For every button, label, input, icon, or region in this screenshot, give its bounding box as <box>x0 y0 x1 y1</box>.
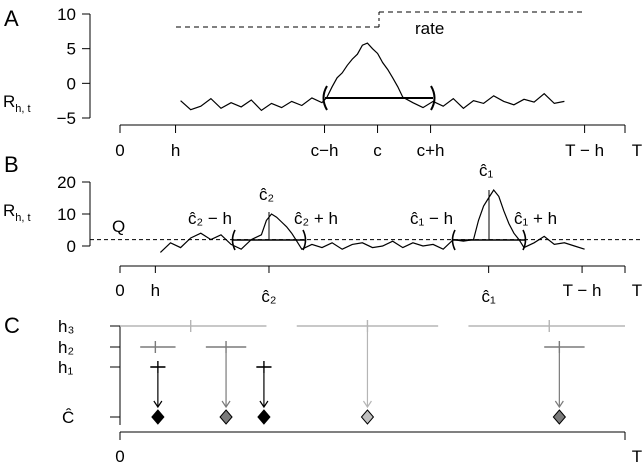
panel-a: Rh, t 10 5 0 −5 0 h c−h c c+h T − h T rate <box>3 5 642 160</box>
panel-b-xtick-label: h <box>151 281 160 300</box>
panel-b: Rh, t 20 10 0 0 h ĉ₂ ĉ₁ T − h T Q ĉ₂ ĉ₂ − h ĉ₂ … <box>3 161 642 306</box>
panel-a-ylabel-sub: h, t <box>15 103 30 115</box>
estimate-diamond <box>257 409 271 425</box>
estimate-arrow-head <box>362 400 372 409</box>
threshold-q-label: Q <box>112 217 125 236</box>
panel-c-xtick-label: 0 <box>115 447 124 466</box>
panel-a-x-ticks: 0 h c−h c c+h T − h T <box>115 125 642 160</box>
panel-a-xtick-label: T − h <box>565 141 604 160</box>
peak-c1-window: ĉ₁ ĉ₁ − h ĉ₁ + h <box>410 161 557 251</box>
panel-b-xtick-label: T − h <box>563 281 602 300</box>
row-h1-label: h₁ <box>58 358 73 377</box>
peak-c1-hat-label: ĉ₁ <box>479 161 494 180</box>
panel-a-window-bracket <box>322 85 436 111</box>
row-c-hat-label: Ĉ <box>62 408 74 427</box>
panel-a-xtick-label: 0 <box>115 141 124 160</box>
peak-c1-left-label: ĉ₁ − h <box>410 209 453 228</box>
panel-b-ylabel-main: R <box>3 201 15 220</box>
panel-a-xtick-label: c+h <box>417 141 445 160</box>
estimate-arrow-head <box>153 400 163 409</box>
peak-c2-left-label: ĉ₂ − h <box>188 209 232 228</box>
panel-a-left-paren <box>322 85 328 111</box>
estimate-diamond <box>219 409 233 425</box>
panel-b-ytick-label: 20 <box>57 173 76 192</box>
row-h3-label: h₃ <box>58 317 74 336</box>
peak-c2-right-label: ĉ₂ + h <box>294 209 338 228</box>
panel-a-ytick-label: −5 <box>57 109 76 128</box>
peak-c2-left-paren <box>231 229 236 251</box>
panel-c-label: C <box>4 313 20 338</box>
panel-c-estimates <box>151 332 567 425</box>
row-h2-label: h₂ <box>58 338 74 357</box>
panel-a-y-ticks: 10 5 0 −5 <box>57 5 90 128</box>
panel-b-xtick-label: 0 <box>115 281 124 300</box>
panel-b-ylabel: Rh, t <box>3 201 31 224</box>
peak-c2-hat-label: ĉ₂ <box>259 185 274 204</box>
panel-b-xtick-label: ĉ₁ <box>482 287 497 306</box>
panel-a-ytick-label: 5 <box>67 40 76 59</box>
estimate-diamond <box>151 409 165 425</box>
panel-b-ytick-label: 10 <box>57 205 76 224</box>
peak-c1-right-paren <box>522 229 527 251</box>
estimate-arrow-head <box>554 400 564 409</box>
panel-b-x-ticks: 0 h ĉ₂ ĉ₁ T − h T <box>115 266 642 306</box>
panel-b-ytick-label: 0 <box>67 237 76 256</box>
panel-a-ylabel: Rh, t <box>3 92 31 115</box>
panel-a-ylabel-main: R <box>3 92 15 111</box>
panel-b-y-ticks: 20 10 0 <box>57 173 90 256</box>
panel-a-xtick-label: c−h <box>311 141 339 160</box>
panel-a-xtick-label: T <box>632 141 642 160</box>
panel-a-ytick-label: 0 <box>67 74 76 93</box>
panel-a-xtick-label: h <box>171 141 180 160</box>
estimate-arrow-head <box>259 400 269 409</box>
panel-a-xtick-label: c <box>373 141 382 160</box>
estimate-arrow-head <box>221 400 231 409</box>
estimate-diamond <box>552 409 567 425</box>
panel-a-right-paren <box>430 85 436 111</box>
panel-b-series-line <box>159 188 585 253</box>
peak-c1-right-label: ĉ₁ + h <box>514 209 557 228</box>
peak-c1-left-paren <box>451 229 456 251</box>
rate-label: rate <box>415 19 444 38</box>
panel-a-label: A <box>4 6 19 31</box>
panel-b-xtick-label: T <box>632 281 642 300</box>
peak-c2-window: ĉ₂ ĉ₂ − h ĉ₂ + h <box>188 185 338 251</box>
panel-b-xtick-label: ĉ₂ <box>261 287 276 306</box>
panel-b-label: B <box>4 152 19 177</box>
peak-c2-right-paren <box>302 229 307 251</box>
panel-a-ytick-label: 10 <box>57 5 76 24</box>
panel-b-ylabel-sub: h, t <box>15 212 30 224</box>
panel-a-series-line <box>180 42 565 112</box>
panel-c-xtick-label: T <box>632 447 642 466</box>
estimate-diamond <box>360 409 375 425</box>
panel-c-intervals <box>120 320 625 373</box>
